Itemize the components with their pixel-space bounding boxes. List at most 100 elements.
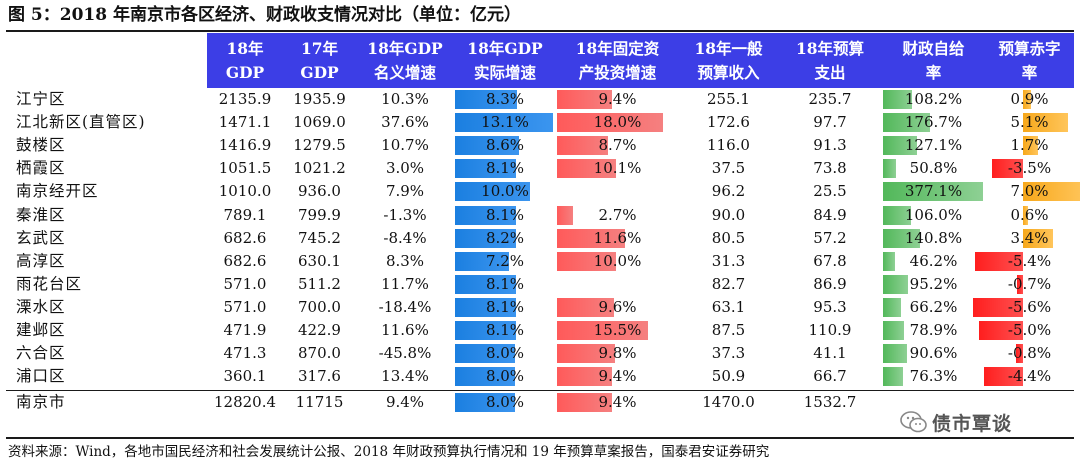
header-line: 18年一般 xyxy=(694,38,763,58)
header-cell-gdp18: 18年 GDP xyxy=(207,33,283,88)
cell-expend: 67.8 xyxy=(813,251,847,270)
cell-fai: 9.6% xyxy=(598,297,637,316)
cell-real: 8.3% xyxy=(485,90,525,108)
cell-gdp17: 799.9 xyxy=(298,205,341,224)
cell-fai: 10.0% xyxy=(593,251,642,270)
header-line: 17年 xyxy=(300,38,339,58)
top-rule xyxy=(6,30,1074,32)
header-cell-real: 18年GDP 实际增速 xyxy=(454,33,556,88)
header-line: GDP xyxy=(300,62,339,82)
cell-gdp18: 1051.5 xyxy=(218,159,272,178)
cell-income: 50.9 xyxy=(711,367,746,386)
cell-gdp18: 682.6 xyxy=(223,228,267,247)
cell-fai: 2.7% xyxy=(598,205,637,224)
district-name: 南京经开区 xyxy=(16,182,99,201)
cell-self: 176.7% xyxy=(904,113,963,132)
table-row: 玄武区 682.6 745.2 -8.4% 8.2% 11.6% 80.5 57.2 140.8… xyxy=(6,227,1074,250)
district-name: 鼓楼区 xyxy=(16,136,66,155)
data-bar-deficit xyxy=(992,159,1023,179)
data-bar-real xyxy=(455,182,530,202)
cell-gdp17: 511.2 xyxy=(298,274,341,293)
cell-nominal: 11.6% xyxy=(381,321,429,339)
district-name: 江宁区 xyxy=(16,90,66,108)
cell-gdp17: 936.0 xyxy=(298,182,341,201)
cell-nominal: 8.3% xyxy=(385,251,425,270)
cell-real: 8.1% xyxy=(485,205,525,224)
data-bar-deficit xyxy=(1015,344,1023,364)
cell-real: 8.6% xyxy=(485,136,525,155)
table-row: 江宁区 2135.9 1935.9 10.3% 8.3% 9.4% 255.1 235.7 10… xyxy=(6,88,1074,111)
header-cell-expend: 18年预算 支出 xyxy=(778,33,882,88)
data-bar-real xyxy=(455,251,509,271)
cell-income: 96.2 xyxy=(711,182,746,201)
data-bar-fai xyxy=(557,344,615,364)
table-row: 南京经开区 1010.0 936.0 7.9% 10.0% 96.2 25.5 377.1% 7… xyxy=(6,180,1080,203)
district-name: 高淳区 xyxy=(16,251,66,270)
cell-expend: 66.7 xyxy=(813,367,847,386)
table-row: 建邺区 471.9 422.9 11.6% 8.1% 15.5% 87.5 110.9 78.9… xyxy=(6,319,1074,342)
cell-fai: 9.8% xyxy=(598,344,637,363)
watermark: 债市覃谈 xyxy=(900,408,1070,436)
cell-self: 46.2% xyxy=(909,251,958,270)
data-bar-fai xyxy=(557,90,613,109)
data-bar-fai xyxy=(557,251,616,271)
cell-gdp17: 1021.2 xyxy=(293,159,346,178)
cell-real: 10.0% xyxy=(481,182,529,201)
cell-nominal: 9.4% xyxy=(385,393,425,412)
cell-expend: 25.5 xyxy=(813,182,847,201)
cell-gdp17: 1069.0 xyxy=(293,113,346,132)
cell-gdp17: 870.0 xyxy=(298,344,341,363)
data-bar-deficit xyxy=(1023,136,1039,156)
data-bar-self xyxy=(883,367,904,387)
cell-income: 255.1 xyxy=(707,90,750,108)
data-bar-real xyxy=(455,274,516,294)
data-bar-self xyxy=(883,321,904,340)
cell-deficit: -5.4% xyxy=(1007,251,1052,270)
cell-deficit: -0.8% xyxy=(1007,344,1052,363)
cell-deficit: -4.4% xyxy=(1007,367,1052,386)
cell-fai: 9.4% xyxy=(598,90,637,108)
cell-expend: 57.2 xyxy=(813,228,847,247)
cell-self: 50.8% xyxy=(909,159,958,178)
data-bar-deficit xyxy=(978,321,1023,340)
data-bar-self xyxy=(883,113,930,133)
cell-deficit: 0.6% xyxy=(1010,205,1049,224)
cell-gdp17: 630.1 xyxy=(298,251,341,270)
cell-gdp17: 317.6 xyxy=(298,367,341,386)
cell-gdp18: 682.6 xyxy=(223,251,267,270)
cell-gdp17: 700.0 xyxy=(298,297,341,316)
cell-gdp18: 571.0 xyxy=(223,274,267,293)
cell-gdp18: 12820.4 xyxy=(213,393,277,412)
district-name: 南京市 xyxy=(16,393,66,412)
cell-gdp18: 2135.9 xyxy=(218,90,272,108)
cell-self: 95.2% xyxy=(909,274,958,293)
data-bar-real xyxy=(455,297,516,317)
cell-nominal: 10.7% xyxy=(381,136,429,155)
cell-fai: 15.5% xyxy=(593,321,642,339)
cell-nominal: 3.0% xyxy=(385,159,425,178)
table-row: 六合区 471.3 870.0 -45.8% 8.0% 9.8% 37.3 41.1 90.6%… xyxy=(6,342,1074,365)
cell-fai: 18.0% xyxy=(593,113,642,132)
data-bar-real xyxy=(455,113,553,133)
cell-self: 76.3% xyxy=(909,367,958,386)
data-bar-fai xyxy=(557,297,614,317)
cell-income: 37.3 xyxy=(711,344,746,363)
header-line: 18年GDP xyxy=(467,38,543,58)
cell-fai: 11.6% xyxy=(593,228,642,247)
data-bar-fai xyxy=(557,205,573,225)
data-bar-real xyxy=(455,90,518,109)
table-row: 高淳区 682.6 630.1 8.3% 7.2% 10.0% 31.3 67.8 46.2% -… xyxy=(6,250,1074,273)
data-bar-self xyxy=(883,159,897,179)
district-name: 江北新区(直管区) xyxy=(16,113,146,132)
cell-real: 7.2% xyxy=(485,251,525,270)
cell-self: 66.2% xyxy=(909,297,958,316)
cell-deficit: -3.5% xyxy=(1007,159,1052,178)
data-bar-deficit xyxy=(1023,90,1031,109)
data-bar-self xyxy=(883,251,896,271)
data-bar-fai xyxy=(557,159,617,179)
cell-gdp18: 789.1 xyxy=(223,205,267,224)
table-row: 鼓楼区 1416.9 1279.5 10.7% 8.6% 8.7% 116.0 91.3 127… xyxy=(6,134,1074,157)
cell-nominal: -8.4% xyxy=(383,228,427,247)
cell-expend: 1532.7 xyxy=(803,393,857,412)
header-line: 18年GDP xyxy=(367,38,443,58)
